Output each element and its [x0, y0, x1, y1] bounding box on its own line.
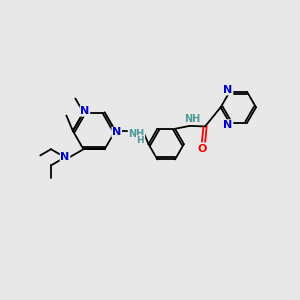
Text: N: N — [60, 152, 70, 162]
Text: N: N — [80, 106, 90, 116]
Text: N: N — [224, 120, 233, 130]
Text: H: H — [136, 136, 144, 145]
Text: N: N — [112, 127, 122, 137]
Text: NH: NH — [184, 114, 200, 124]
Text: O: O — [197, 144, 207, 154]
Text: N: N — [224, 85, 233, 95]
Text: NH: NH — [128, 129, 145, 140]
